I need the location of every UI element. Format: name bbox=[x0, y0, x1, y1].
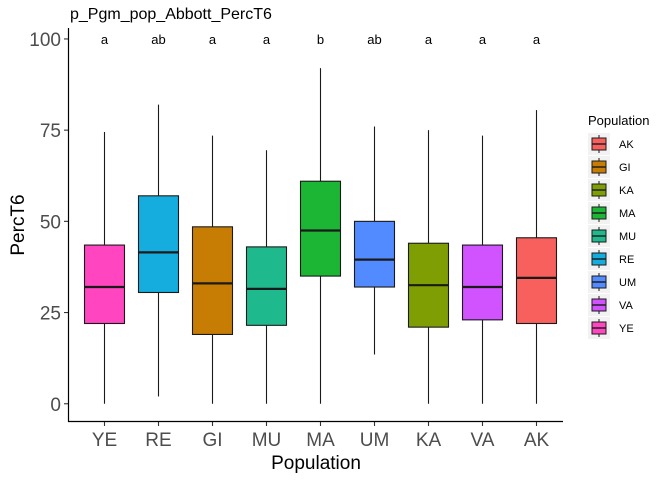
box-um: ab bbox=[353, 32, 396, 355]
x-tick-label: UM bbox=[360, 430, 390, 451]
y-tick-label: 0 bbox=[50, 395, 61, 416]
x-tick-label: YE bbox=[92, 430, 117, 451]
box-va: a bbox=[461, 32, 504, 404]
box-iqr bbox=[461, 244, 504, 321]
legend-label: RE bbox=[619, 254, 634, 266]
box-iqr bbox=[137, 195, 180, 294]
x-tick-label: GI bbox=[202, 430, 222, 451]
plot-area: a ab a a b ab a a a bbox=[83, 32, 558, 404]
y-tick-label: 25 bbox=[40, 304, 61, 325]
legend-item-ma: MA bbox=[588, 202, 636, 224]
significance-letter: ab bbox=[367, 32, 381, 47]
box-iqr bbox=[299, 180, 342, 277]
y-axis-ticks: 0 25 50 75 100 bbox=[29, 30, 68, 416]
box-ma: b bbox=[299, 32, 342, 404]
x-tick-label: MU bbox=[252, 430, 282, 451]
box-ye: a bbox=[83, 32, 126, 404]
x-tick-label: RE bbox=[145, 430, 171, 451]
y-tick-label: 50 bbox=[40, 212, 61, 233]
legend-item-re: RE bbox=[588, 248, 634, 270]
x-tick-label: MA bbox=[306, 430, 335, 451]
significance-letter: a bbox=[533, 32, 541, 47]
legend-label: GI bbox=[619, 162, 631, 174]
legend-item-mu: MU bbox=[588, 225, 636, 247]
legend-label: VA bbox=[619, 300, 634, 312]
significance-letter: a bbox=[101, 32, 109, 47]
significance-letter: a bbox=[263, 32, 271, 47]
box-ak: a bbox=[515, 32, 558, 404]
significance-letter: a bbox=[425, 32, 433, 47]
box-iqr bbox=[83, 244, 126, 325]
legend-label: YE bbox=[619, 323, 634, 335]
legend-item-ak: AK bbox=[588, 133, 634, 155]
y-tick-label: 75 bbox=[40, 121, 61, 142]
legend-item-ka: KA bbox=[588, 179, 634, 201]
y-tick-label: 100 bbox=[29, 30, 61, 51]
box-iqr bbox=[515, 237, 558, 325]
x-axis-title: Population bbox=[271, 453, 361, 474]
box-iqr bbox=[191, 226, 234, 335]
box-iqr bbox=[245, 246, 288, 326]
significance-letter: ab bbox=[151, 32, 165, 47]
legend-item-ye: YE bbox=[588, 317, 634, 339]
legend-label: MA bbox=[619, 208, 636, 220]
x-tick-label: VA bbox=[471, 430, 495, 451]
x-tick-label: AK bbox=[524, 430, 550, 451]
significance-letter: b bbox=[317, 32, 324, 47]
legend-label: KA bbox=[619, 185, 634, 197]
legend-label: AK bbox=[619, 139, 634, 151]
box-iqr bbox=[353, 220, 396, 288]
legend-item-gi: GI bbox=[588, 156, 631, 178]
legend-label: MU bbox=[619, 231, 636, 243]
legend-item-va: VA bbox=[588, 294, 634, 316]
legend: Population AK GI KA MA MU RE UM VA YE bbox=[588, 113, 649, 339]
significance-letter: a bbox=[479, 32, 487, 47]
chart-title: p_Pgm_pop_Abbott_PercT6 bbox=[70, 6, 272, 23]
x-tick-label: KA bbox=[416, 430, 442, 451]
x-axis-ticks: YE RE GI MU MA UM KA VA AK bbox=[92, 422, 550, 451]
legend-item-um: UM bbox=[588, 271, 636, 293]
legend-label: UM bbox=[619, 277, 636, 289]
significance-letter: a bbox=[209, 32, 217, 47]
legend-title: Population bbox=[588, 113, 649, 128]
box-ka: a bbox=[407, 32, 450, 404]
box-gi: a bbox=[191, 32, 234, 404]
y-axis-title: PercT6 bbox=[8, 194, 29, 255]
box-mu: a bbox=[245, 32, 288, 404]
box-re: ab bbox=[137, 32, 180, 397]
